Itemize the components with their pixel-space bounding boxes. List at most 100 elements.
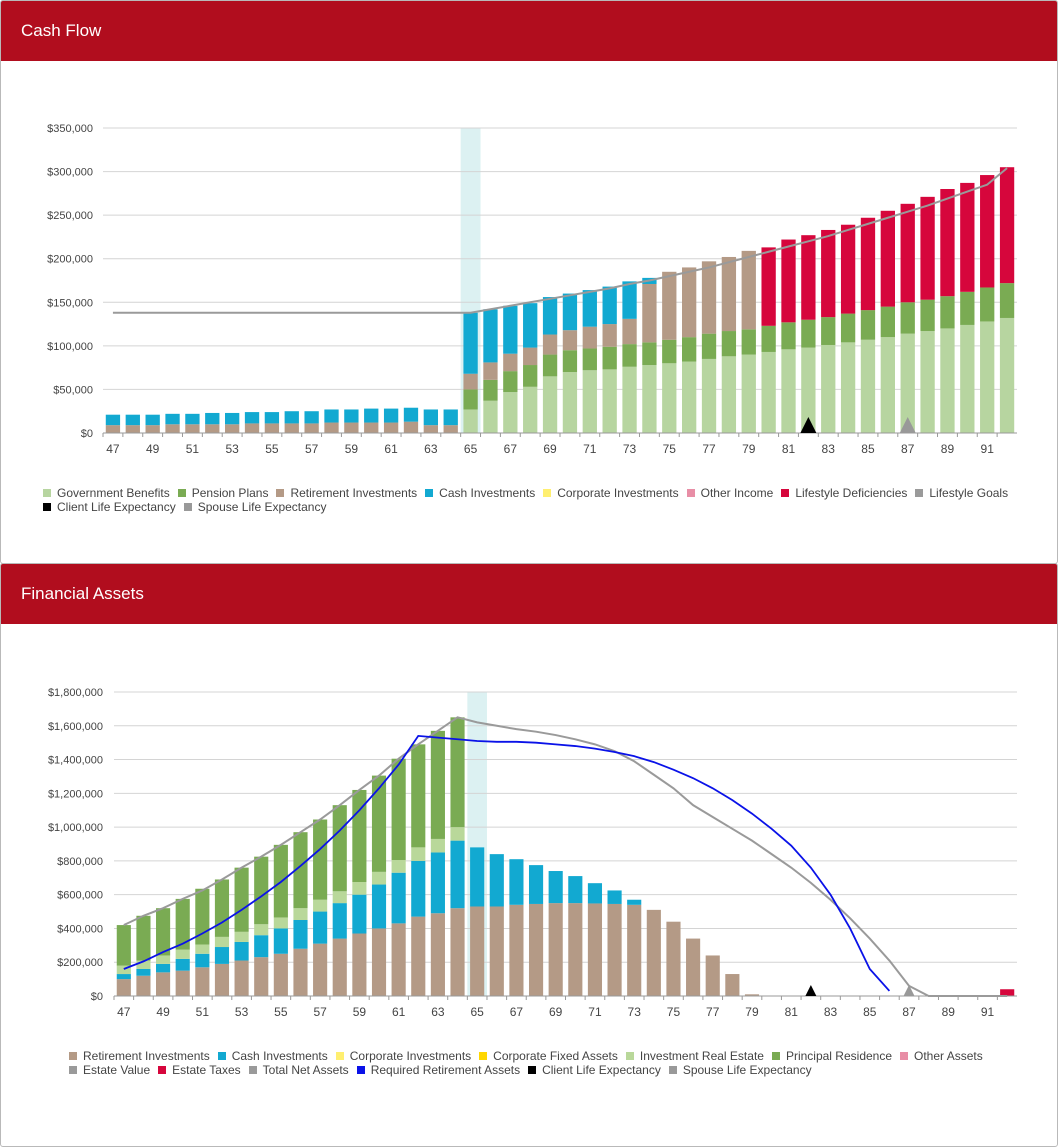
cash-flow-bar-pension-plans[interactable] <box>960 291 975 325</box>
cash-flow-bar-pension-plans[interactable] <box>741 329 756 355</box>
cash-flow-bar-cash-investments[interactable] <box>364 408 379 423</box>
cash-flow-bar-government-benefits[interactable] <box>840 342 856 433</box>
cash-flow-bar-retirement-investments[interactable] <box>622 318 637 345</box>
cash-flow-bar-cash-investments[interactable] <box>304 411 319 424</box>
financial-assets-bar-principal-residence[interactable] <box>116 925 131 966</box>
cash-flow-bar-pension-plans[interactable] <box>860 310 876 340</box>
cash-flow-bar-pension-plans[interactable] <box>781 322 796 350</box>
cash-flow-bar-cash-investments[interactable] <box>324 409 339 423</box>
financial-assets-bar-investment-real-estate[interactable] <box>254 924 269 936</box>
financial-assets-bar-retirement-investments[interactable] <box>214 963 230 996</box>
cash-flow-bar-retirement-investments[interactable] <box>662 271 677 340</box>
financial-assets-legend-item-corporate-fixed-assets[interactable]: Corporate Fixed Assets <box>479 1049 618 1063</box>
cash-flow-bar-retirement-investments[interactable] <box>681 267 697 338</box>
financial-assets-legend-item-other-assets[interactable]: Other Assets <box>900 1049 983 1063</box>
cash-flow-bar-pension-plans[interactable] <box>503 371 518 393</box>
financial-assets-bar-cash-investments[interactable] <box>371 884 387 929</box>
financial-assets-bar-principal-residence[interactable] <box>332 805 347 892</box>
financial-assets-legend-item-corporate-investments[interactable]: Corporate Investments <box>335 1049 471 1063</box>
cash-flow-bar-cash-investments[interactable] <box>463 312 478 374</box>
financial-assets-bar-principal-residence[interactable] <box>430 730 445 839</box>
financial-assets-bar-estate-taxes[interactable] <box>1000 989 1015 996</box>
cash-flow-bar-cash-investments[interactable] <box>423 409 439 426</box>
cash-flow-legend-item-cash-investments[interactable]: Cash Investments <box>425 486 535 500</box>
cash-flow-bar-cash-investments[interactable] <box>383 408 399 423</box>
financial-assets-bar-cash-investments[interactable] <box>156 963 171 973</box>
cash-flow-bar-retirement-investments[interactable] <box>542 334 558 355</box>
financial-assets-bar-investment-real-estate[interactable] <box>450 827 465 841</box>
financial-assets-bar-investment-real-estate[interactable] <box>293 908 308 920</box>
financial-assets-bar-investment-real-estate[interactable] <box>116 965 131 975</box>
financial-assets-bar-retirement-investments[interactable] <box>293 948 308 996</box>
cash-flow-bar-cash-investments[interactable] <box>344 409 359 423</box>
financial-assets-bar-principal-residence[interactable] <box>136 915 151 961</box>
financial-assets-bar-retirement-investments[interactable] <box>332 938 347 996</box>
cash-flow-bar-retirement-investments[interactable] <box>264 423 280 433</box>
financial-assets-bar-cash-investments[interactable] <box>587 883 603 904</box>
cash-flow-bar-government-benefits[interactable] <box>721 356 737 433</box>
cash-flow-bar-pension-plans[interactable] <box>562 350 578 372</box>
financial-assets-bar-retirement-investments[interactable] <box>509 904 524 996</box>
financial-assets-bar-principal-residence[interactable] <box>371 775 387 872</box>
cash-flow-bar-retirement-investments[interactable] <box>185 424 200 433</box>
cash-flow-bar-pension-plans[interactable] <box>642 342 657 366</box>
cash-flow-bar-retirement-investments[interactable] <box>443 425 458 433</box>
cash-flow-bar-pension-plans[interactable] <box>900 302 915 334</box>
financial-assets-bar-retirement-investments[interactable] <box>273 953 288 996</box>
financial-assets-bar-cash-investments[interactable] <box>273 928 288 954</box>
financial-assets-bar-retirement-investments[interactable] <box>352 933 367 996</box>
cash-flow-bar-pension-plans[interactable] <box>701 333 717 359</box>
cash-flow-bar-pension-plans[interactable] <box>721 331 737 357</box>
financial-assets-bar-retirement-investments[interactable] <box>744 994 760 996</box>
cash-flow-bar-pension-plans[interactable] <box>821 317 836 345</box>
cash-flow-bar-pension-plans[interactable] <box>582 348 597 371</box>
financial-assets-bar-retirement-investments[interactable] <box>705 955 720 996</box>
cash-flow-bar-retirement-investments[interactable] <box>364 422 379 433</box>
financial-assets-marker-spouse-life-expectancy[interactable] <box>903 985 915 996</box>
financial-assets-bar-investment-real-estate[interactable] <box>273 917 288 929</box>
financial-assets-bar-cash-investments[interactable] <box>450 840 465 909</box>
cash-flow-bar-retirement-investments[interactable] <box>582 326 597 349</box>
financial-assets-bar-retirement-investments[interactable] <box>136 975 151 996</box>
cash-flow-bar-retirement-investments[interactable] <box>205 424 220 433</box>
cash-flow-bar-pension-plans[interactable] <box>980 287 995 322</box>
cash-flow-bar-lifestyle-deficiencies[interactable] <box>940 189 955 297</box>
cash-flow-bar-retirement-investments[interactable] <box>483 362 498 380</box>
cash-flow-legend-item-lifestyle-goals[interactable]: Lifestyle Goals <box>915 486 1008 500</box>
cash-flow-bar-government-benefits[interactable] <box>562 372 578 433</box>
cash-flow-bar-government-benefits[interactable] <box>900 333 915 433</box>
cash-flow-bar-government-benefits[interactable] <box>940 328 955 433</box>
cash-flow-bar-retirement-investments[interactable] <box>642 283 657 343</box>
financial-assets-bar-retirement-investments[interactable] <box>234 960 249 996</box>
financial-assets-bar-investment-real-estate[interactable] <box>352 882 367 895</box>
financial-assets-bar-principal-residence[interactable] <box>450 717 465 828</box>
cash-flow-bar-pension-plans[interactable] <box>840 313 856 343</box>
cash-flow-bar-government-benefits[interactable] <box>701 358 717 433</box>
financial-assets-bar-principal-residence[interactable] <box>411 744 426 848</box>
cash-flow-bar-retirement-investments[interactable] <box>741 250 756 330</box>
financial-assets-bar-investment-real-estate[interactable] <box>195 944 210 954</box>
cash-flow-bar-lifestyle-deficiencies[interactable] <box>980 175 995 288</box>
financial-assets-bar-principal-residence[interactable] <box>254 856 269 925</box>
cash-flow-bar-pension-plans[interactable] <box>920 299 935 332</box>
financial-assets-bar-principal-residence[interactable] <box>293 832 308 909</box>
cash-flow-bar-cash-investments[interactable] <box>403 407 419 422</box>
financial-assets-bar-cash-investments[interactable] <box>627 899 642 905</box>
financial-assets-legend-item-retirement-investments[interactable]: Retirement Investments <box>69 1049 210 1063</box>
cash-flow-bar-government-benefits[interactable] <box>741 354 756 433</box>
cash-flow-bar-pension-plans[interactable] <box>999 283 1015 318</box>
financial-assets-line-required-retirement-assets[interactable] <box>123 734 891 992</box>
cash-flow-bar-cash-investments[interactable] <box>165 413 180 425</box>
cash-flow-bar-cash-investments[interactable] <box>582 290 597 327</box>
financial-assets-bar-cash-investments[interactable] <box>489 854 504 907</box>
cash-flow-bar-government-benefits[interactable] <box>761 351 776 433</box>
cash-flow-bar-lifestyle-deficiencies[interactable] <box>801 235 816 320</box>
cash-flow-bar-pension-plans[interactable] <box>662 339 677 364</box>
cash-flow-legend-item-retirement-investments[interactable]: Retirement Investments <box>276 486 417 500</box>
cash-flow-bar-pension-plans[interactable] <box>542 354 558 377</box>
cash-flow-bar-cash-investments[interactable] <box>602 286 617 325</box>
financial-assets-bar-cash-investments[interactable] <box>411 860 426 917</box>
financial-assets-bar-retirement-investments[interactable] <box>725 974 740 996</box>
cash-flow-bar-government-benefits[interactable] <box>523 386 538 433</box>
cash-flow-bar-pension-plans[interactable] <box>880 306 896 338</box>
